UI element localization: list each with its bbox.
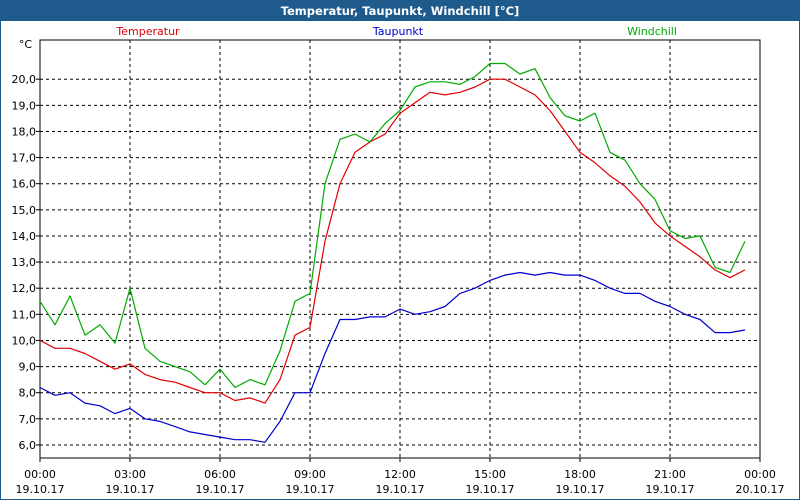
x-tick-date-label: 20.10.17 (736, 483, 785, 496)
x-tick-date-label: 19.10.17 (466, 483, 515, 496)
x-tick-time-label: 09:00 (294, 468, 326, 481)
x-tick-time-label: 12:00 (384, 468, 416, 481)
x-tick-date-label: 19.10.17 (196, 483, 245, 496)
y-tick-label: 12,0 (12, 282, 37, 295)
y-tick-label: 10,0 (12, 334, 37, 347)
x-tick-time-label: 15:00 (474, 468, 506, 481)
x-tick-time-label: 06:00 (204, 468, 236, 481)
y-axis-unit-label: °C (19, 38, 33, 51)
y-tick-label: 13,0 (12, 256, 37, 269)
x-tick-time-label: 21:00 (654, 468, 686, 481)
y-tick-label: 7,0 (19, 413, 37, 426)
x-tick-time-label: 00:00 (744, 468, 776, 481)
legend-label-windchill: Windchill (627, 25, 677, 38)
plot-frame (39, 39, 761, 459)
series-line-windchill (39, 62, 746, 389)
x-tick-date-label: 19.10.17 (16, 483, 65, 496)
legend-label-taupunkt: Taupunkt (372, 25, 424, 38)
y-tick-label: 14,0 (12, 230, 37, 243)
y-tick-label: 11,0 (12, 308, 37, 321)
legend-label-temperatur: Temperatur (115, 25, 180, 38)
x-tick-date-label: 19.10.17 (556, 483, 605, 496)
series-line-temperatur (39, 78, 746, 404)
y-tick-label: 9,0 (19, 361, 37, 374)
x-tick-date-label: 19.10.17 (106, 483, 155, 496)
x-tick-time-label: 18:00 (564, 468, 596, 481)
x-tick-date-label: 19.10.17 (286, 483, 335, 496)
x-tick-date-label: 19.10.17 (646, 483, 695, 496)
y-tick-label: 8,0 (19, 387, 37, 400)
title-bar: Temperatur, Taupunkt, Windchill [°C] (1, 1, 799, 21)
x-tick-time-label: 03:00 (114, 468, 146, 481)
y-tick-label: 18,0 (12, 125, 37, 138)
x-tick-date-label: 19.10.17 (376, 483, 425, 496)
y-tick-label: 17,0 (12, 152, 37, 165)
chart-title: Temperatur, Taupunkt, Windchill [°C] (280, 4, 520, 18)
y-tick-label: 16,0 (12, 178, 37, 191)
series-line-taupunkt (39, 271, 746, 443)
y-tick-label: 15,0 (12, 204, 37, 217)
y-tick-label: 20,0 (12, 73, 37, 86)
x-tick-time-label: 00:00 (24, 468, 56, 481)
y-tick-label: 6,0 (19, 439, 37, 452)
y-tick-label: 19,0 (12, 99, 37, 112)
